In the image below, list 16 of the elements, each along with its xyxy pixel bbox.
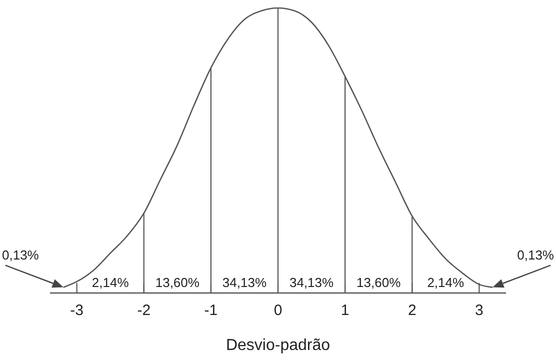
x-tick-label: 3 xyxy=(475,302,484,319)
annotation: 0,13% xyxy=(517,247,554,262)
x-tick-label: 1 xyxy=(340,302,350,319)
annotation: 13,60% xyxy=(356,275,402,290)
x-axis-title: Desvio-padrão xyxy=(226,337,330,354)
x-tick-label: 2 xyxy=(408,302,416,319)
annotation: 2,14% xyxy=(92,275,130,290)
annotation: 34,13% xyxy=(289,275,334,290)
annotation: 34,13% xyxy=(222,275,267,290)
annotation: 0,13% xyxy=(2,247,40,262)
x-tick-label: -2 xyxy=(137,302,151,319)
x-tick-label: -3 xyxy=(70,302,84,319)
x-tick-label: 0 xyxy=(274,302,282,319)
x-tick-label: -1 xyxy=(204,302,218,319)
annotation: 13,60% xyxy=(155,275,200,290)
annotation: 2,14% xyxy=(427,275,465,290)
